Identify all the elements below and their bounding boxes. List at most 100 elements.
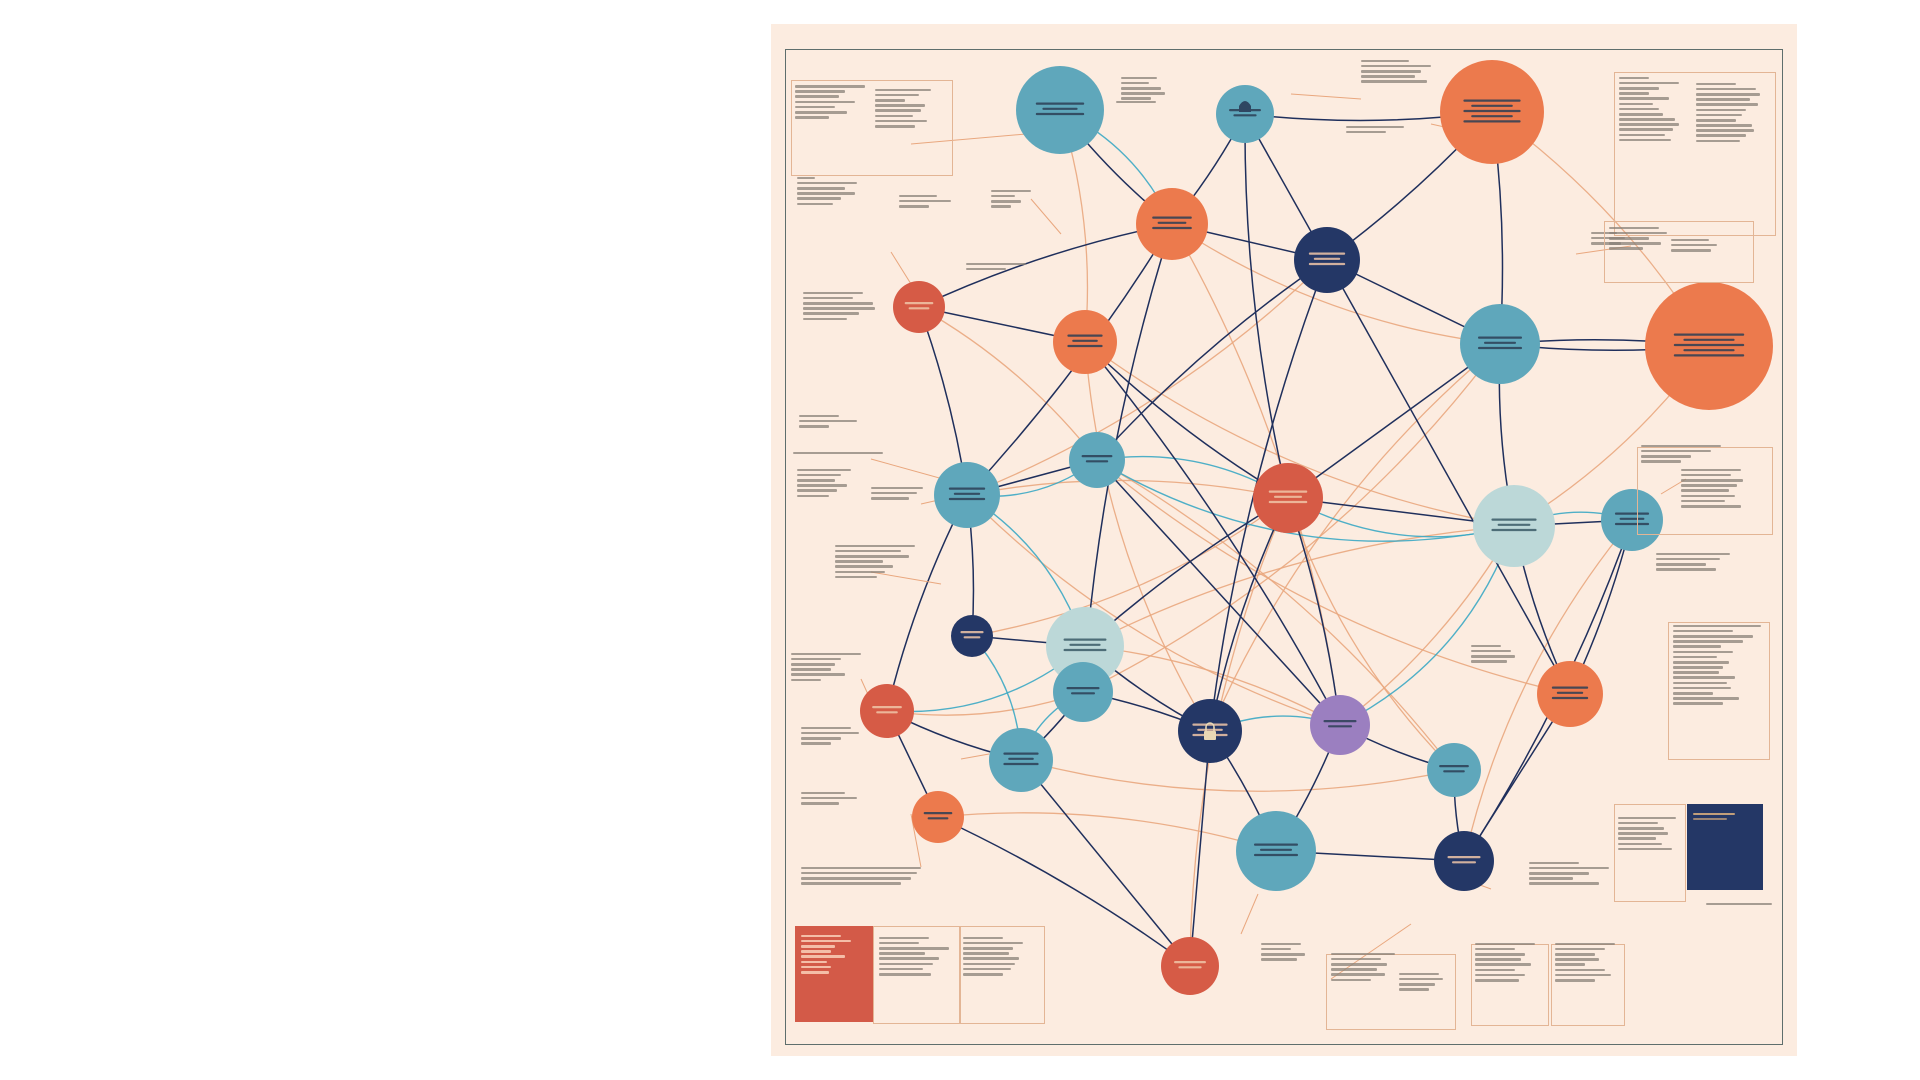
node-label-line [1003, 752, 1039, 755]
node-label-line [1443, 770, 1465, 773]
node-circle [912, 791, 964, 843]
node-label-line [1152, 216, 1192, 219]
node-label-line [1152, 226, 1192, 230]
node-label-line [1042, 107, 1078, 110]
node-label-line [1008, 757, 1034, 760]
node-label-line [1063, 648, 1107, 652]
leader-line [1290, 93, 1362, 100]
text-note [1399, 970, 1449, 993]
bell-shape [1239, 101, 1251, 112]
text-note [801, 789, 861, 807]
text-note [1618, 814, 1678, 853]
node-circle [1069, 432, 1125, 488]
text-note [899, 192, 955, 210]
text-note [1681, 466, 1753, 510]
edge [1084, 341, 1515, 527]
text-note [803, 289, 877, 323]
node-label-line [1447, 856, 1481, 859]
poster-frame [785, 49, 1783, 1045]
node-label-line [1174, 961, 1206, 964]
node-label-line [1268, 490, 1308, 493]
node-label-line [948, 487, 986, 490]
text-note [875, 86, 935, 130]
node-label-line [1614, 512, 1650, 515]
text-note [801, 864, 926, 887]
node-label-line [923, 812, 953, 815]
node-label-line [1069, 643, 1101, 646]
text-note [835, 542, 917, 581]
node-label-line [1308, 252, 1346, 255]
node-label-line [1268, 500, 1308, 504]
node-label-line [1439, 765, 1469, 768]
edge [937, 812, 1277, 852]
text-note [879, 934, 955, 978]
node-circle [1053, 662, 1113, 722]
node-circle [1310, 695, 1370, 755]
edge [1096, 459, 1455, 771]
node-label-line [1491, 528, 1537, 532]
node-label-line [1323, 720, 1357, 723]
node-circle [1434, 831, 1494, 891]
node-label-line [1085, 460, 1109, 463]
text-note [797, 174, 867, 208]
edge [1082, 343, 1501, 693]
text-note [991, 187, 1041, 210]
text-note [1471, 642, 1521, 665]
text-note [801, 724, 861, 747]
edge [1020, 759, 1191, 967]
note-box [1614, 72, 1776, 236]
node-label-line [1274, 495, 1302, 498]
node-label-line [1071, 692, 1095, 695]
text-note [966, 260, 1026, 273]
node-label-line [927, 817, 949, 820]
node-label-line [1497, 523, 1531, 526]
edge [1084, 525, 1515, 647]
text-note [963, 934, 1039, 978]
node-circle [860, 684, 914, 738]
edge [966, 259, 1328, 496]
node-label-line [1313, 257, 1341, 260]
edge [1287, 497, 1455, 771]
node-circle [1460, 304, 1540, 384]
node-label-line [1673, 343, 1745, 347]
edge [1326, 259, 1571, 695]
node-label-line [1308, 262, 1346, 266]
edge [918, 306, 1098, 461]
edge [1096, 259, 1328, 461]
text-note [1361, 57, 1433, 86]
node-label-line [1619, 517, 1645, 520]
edge [1171, 223, 1501, 345]
node-label-line [1067, 334, 1103, 337]
leader-line [910, 133, 1027, 145]
edge [1209, 497, 1289, 732]
node-label-line [1035, 112, 1085, 116]
text-note [1261, 940, 1311, 963]
node-circle [1427, 743, 1481, 797]
text-note [793, 449, 883, 457]
edge [966, 479, 1289, 499]
node-label-line [1254, 853, 1298, 857]
node-circle [1601, 489, 1663, 551]
edge [1096, 459, 1341, 726]
node-circle [989, 728, 1053, 792]
node-label-line [1072, 339, 1098, 342]
node-circle [1016, 66, 1104, 154]
leader-line [1030, 198, 1062, 235]
node-circle [1473, 485, 1555, 567]
leader-line [960, 753, 990, 760]
note-box [873, 926, 961, 1024]
node-label-line [1471, 104, 1513, 107]
bell-icon [1239, 101, 1251, 112]
text-note [871, 484, 927, 502]
node-label-line [872, 706, 902, 709]
note-box [791, 80, 953, 176]
lock-body [1204, 731, 1216, 740]
node-label-line [1551, 686, 1589, 689]
text-note [1673, 622, 1763, 708]
node-label-line [1035, 102, 1085, 105]
leader-line [870, 571, 942, 585]
node-label-line [1081, 455, 1113, 458]
text-note [1475, 940, 1545, 984]
lock-shackle [1205, 722, 1215, 731]
text-note [1693, 810, 1753, 823]
